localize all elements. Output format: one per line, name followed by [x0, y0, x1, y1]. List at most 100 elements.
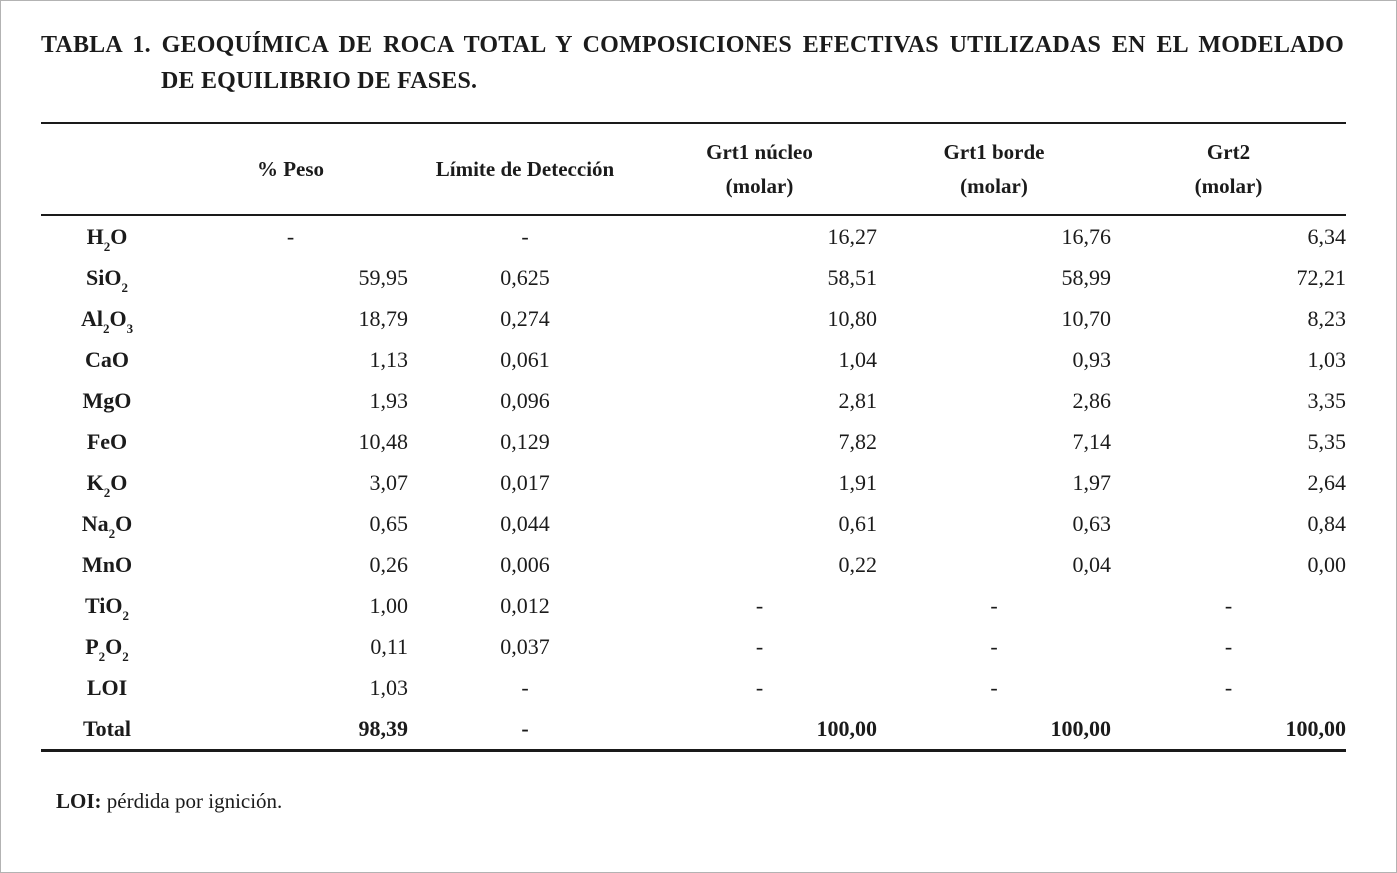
value-cell: 0,61: [838, 510, 878, 536]
value-cell: -: [755, 674, 764, 700]
header-cell-peso: % Peso: [173, 123, 408, 215]
row-label: P2O2: [85, 633, 129, 664]
value-cell: 72,21: [1296, 264, 1347, 290]
table-header-row: % Peso Límite de Detección Grt1 núcleo (…: [41, 123, 1346, 215]
value-cell: 2,81: [838, 387, 878, 413]
row-label: Total: [82, 715, 132, 741]
value-cell: -: [1224, 633, 1233, 659]
value-cell: 0,012: [500, 592, 550, 618]
value-cell: 18,79: [358, 305, 409, 331]
value-cell: -: [1224, 674, 1233, 700]
table-row: Al2O3 18,79 0,274 10,80 10,70 8,23: [41, 298, 1346, 339]
row-label: Na2O: [81, 510, 133, 541]
header-label: Límite de Detección: [435, 157, 615, 181]
table-row: SiO2 59,95 0,625 58,51 58,99 72,21: [41, 257, 1346, 298]
row-label: Al2O3: [80, 305, 134, 336]
value-cell: 0,84: [1307, 510, 1347, 536]
value-cell: 0,22: [838, 551, 878, 577]
value-cell: 3,35: [1307, 387, 1347, 413]
row-label: K2O: [86, 469, 128, 500]
value-cell: 0,65: [369, 510, 409, 536]
row-label: MgO: [82, 387, 132, 413]
value-cell: -: [755, 633, 764, 659]
value-cell: -: [755, 592, 764, 618]
table-row: MgO 1,93 0,096 2,81 2,86 3,35: [41, 380, 1346, 421]
footnote-text: pérdida por ignición.: [101, 789, 283, 813]
value-cell: 100,00: [1285, 715, 1347, 741]
header-cell-empty: [41, 123, 173, 215]
value-cell: 7,14: [1072, 428, 1112, 454]
table-caption-text: GEOQUÍMICA DE ROCA TOTAL Y COMPOSICIONES…: [161, 32, 1344, 58]
value-cell: -: [990, 633, 998, 659]
table-row: Total 98,39 - 100,00 100,00 100,00: [41, 708, 1346, 751]
header-label: % Peso: [256, 157, 325, 181]
table-row: H2O - - 16,27 16,76 6,34: [41, 215, 1346, 257]
row-label: LOI: [86, 674, 128, 700]
value-cell: 0,096: [500, 387, 550, 413]
value-cell: 5,35: [1307, 428, 1347, 454]
subscript: 3: [126, 320, 134, 336]
footnote-term: LOI:: [56, 789, 102, 813]
header-sublabel: (molar): [725, 174, 794, 198]
value-cell: 0,93: [1072, 346, 1112, 372]
table-body: H2O - - 16,27 16,76 6,34 SiO2 59,95 0,625 58,51 58…: [41, 215, 1346, 751]
value-cell: 0,044: [500, 510, 550, 536]
subscript: 2: [103, 484, 111, 500]
row-label: H2O: [86, 223, 128, 254]
value-cell: 0,017: [500, 469, 550, 495]
table-row: P2O2 0,11 0,037 - - -: [41, 626, 1346, 667]
value-cell: -: [521, 223, 529, 249]
value-cell: 58,51: [827, 264, 878, 290]
value-cell: 7,82: [838, 428, 878, 454]
value-cell: 1,13: [369, 346, 409, 372]
subscript: 2: [98, 648, 106, 664]
value-cell: -: [1224, 592, 1233, 618]
value-cell: 2,86: [1072, 387, 1112, 413]
value-cell: 6,34: [1307, 223, 1347, 249]
table-footnote: LOI: pérdida por ignición.: [56, 789, 1396, 814]
value-cell: 100,00: [816, 715, 878, 741]
value-cell: 0,037: [500, 633, 550, 659]
table-header: % Peso Límite de Detección Grt1 núcleo (…: [41, 123, 1346, 215]
value-cell: 0,129: [500, 428, 550, 454]
value-cell: 0,00: [1307, 551, 1347, 577]
subscript: 2: [121, 279, 128, 295]
value-cell: 10,48: [358, 428, 409, 454]
subscript: 2: [102, 320, 110, 336]
value-cell: 1,91: [838, 469, 878, 495]
table-row: K2O 3,07 0,017 1,91 1,97 2,64: [41, 462, 1346, 503]
value-cell: 59,95: [358, 264, 409, 290]
subscript: 2: [103, 238, 111, 254]
header-cell-limite: Límite de Detección: [408, 123, 642, 215]
value-cell: 16,27: [827, 223, 878, 249]
value-cell: 1,97: [1072, 469, 1112, 495]
table-row: CaO 1,13 0,061 1,04 0,93 1,03: [41, 339, 1346, 380]
table-row: Na2O 0,65 0,044 0,61 0,63 0,84: [41, 503, 1346, 544]
header-cell-grt1-borde: Grt1 borde (molar): [877, 123, 1111, 215]
value-cell: 16,76: [1061, 223, 1112, 249]
value-cell: -: [286, 223, 295, 249]
value-cell: 3,07: [369, 469, 409, 495]
value-cell: 98,39: [358, 715, 409, 741]
value-cell: 1,00: [369, 592, 409, 618]
value-cell: 1,03: [369, 674, 409, 700]
value-cell: 100,00: [1050, 715, 1112, 741]
value-cell: -: [990, 674, 998, 700]
table-caption-line1: TABLA 1. GEOQUÍMICA DE ROCA TOTAL Y COMP…: [41, 27, 1344, 63]
value-cell: 0,63: [1072, 510, 1112, 536]
header-sublabel: (molar): [960, 174, 1028, 198]
value-cell: 0,061: [500, 346, 550, 372]
value-cell: 0,11: [370, 633, 408, 659]
value-cell: -: [990, 592, 998, 618]
value-cell: 2,64: [1307, 469, 1347, 495]
value-cell: 0,274: [500, 305, 550, 331]
subscript: 2: [122, 648, 129, 664]
subscript: 2: [108, 525, 116, 541]
header-label: Grt1 núcleo: [706, 140, 813, 164]
value-cell: 1,93: [369, 387, 409, 413]
table-caption-line2: DE EQUILIBRIO DE FASES.: [161, 68, 478, 94]
value-cell: 10,70: [1061, 305, 1112, 331]
value-cell: 8,23: [1307, 305, 1347, 331]
table-row: FeO 10,48 0,129 7,82 7,14 5,35: [41, 421, 1346, 462]
